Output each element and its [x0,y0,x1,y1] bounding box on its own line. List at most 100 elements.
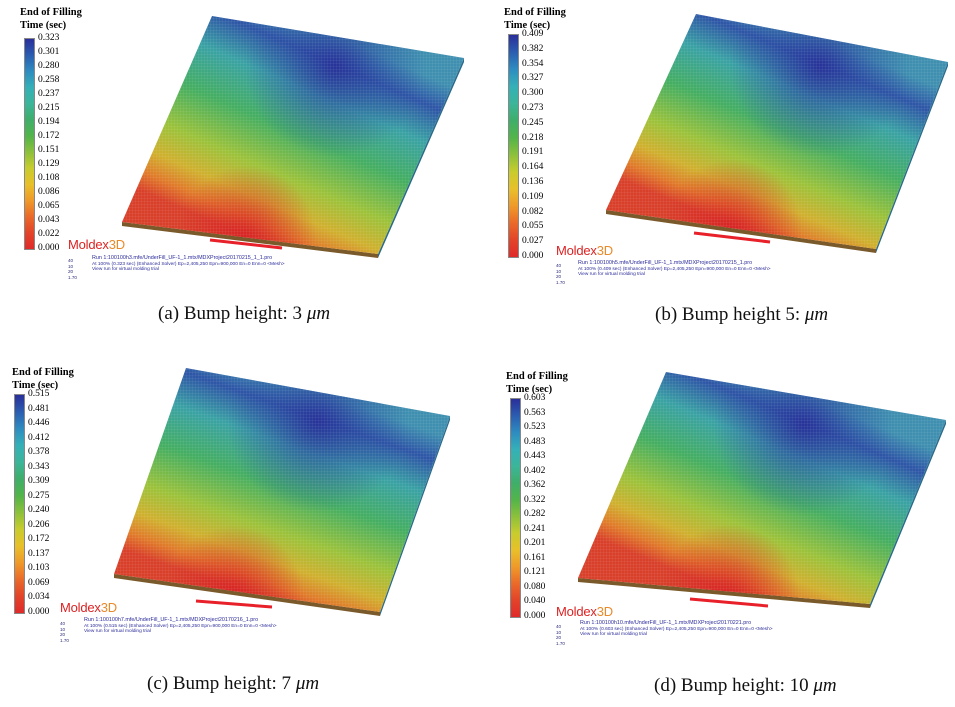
legend-tick-label: 0.218 [522,132,544,143]
gate-inlet [689,597,769,608]
info-line: At 100% (0.515 sec) (Enhanced Solver) Ep… [84,623,277,629]
legend-tick-label: 0.481 [28,403,50,414]
legend-tick-label: 0.164 [522,162,544,173]
meta-number: 40 [556,263,562,268]
run-line: Run 1:100100h7.mfe/UnderFill_UF-1_1.mtx/… [84,617,259,623]
legend-tick-label: 0.055 [522,221,544,232]
gate-inlet [693,231,771,244]
legend-tick-label: 0.515 [28,389,50,399]
logo-main: Moldex [556,604,597,619]
legend-tick-label: 0.237 [38,89,60,99]
legend-title: End of Filling [20,7,82,18]
note-line: View run for virtual molding trial [92,267,159,273]
legend-tick-label: 0.483 [524,436,546,447]
logo-suffix: 3D [108,237,125,252]
legend-tick-label: 0.108 [38,173,60,183]
legend-tick-label: 0.040 [524,596,546,607]
legend-tick-label: 0.240 [28,505,50,516]
plate-mesh [122,16,464,254]
color-scale-bar [14,394,25,614]
legend-tick-label: 0.412 [28,432,50,443]
legend-title: End of Filling [504,7,566,18]
plate-edge [114,574,380,616]
panel-caption: (d) Bump height: 10 μm [654,675,837,697]
legend-tick-label: 0.280 [38,61,60,71]
legend-tick-label: 0.082 [522,206,544,217]
meta-number: 10 [68,263,74,269]
legend-tick-label: 0.309 [28,476,50,487]
run-info: Run 1:100100h5.mfe/UnderFill_UF-1_1.mtx/… [578,260,771,278]
moldex3d-logo: Moldex3D [556,243,613,258]
meta-numbers: 40 10 20 1.70 [556,263,565,285]
moldex3d-logo: Moldex3D [68,237,125,252]
legend-tick-label: 0.137 [28,548,50,559]
note-line: View run for virtual molding trial [580,632,647,638]
legend-tick-label: 0.201 [524,538,546,549]
legend-tick-label: 0.069 [28,577,50,588]
legend-subtitle: Time (sec) [20,20,67,31]
meta-number: 1.70 [556,279,565,285]
color-scale-bar [510,398,521,618]
legend-tick-label: 0.301 [38,47,60,57]
run-info: Run 1:100100h3.mfe/UnderFill_UF-1_1.mtx/… [92,255,285,273]
plate-mesh [114,368,450,612]
legend-tick-label: 0.027 [522,236,544,247]
info-line: At 100% (0.323 sec) (Enhanced Solver) Ep… [92,261,285,267]
legend-tick-label: 0.300 [522,88,544,99]
caption-text: (d) Bump height: 10 [654,675,814,696]
panel-caption: (a) Bump height: 3 μm [158,303,330,325]
legend-tick-label: 0.603 [524,393,546,403]
color-scale-bar [508,34,519,258]
legend-tick-label: 0.109 [522,191,544,202]
gate-inlet [195,599,273,609]
legend-tick-label: 0.241 [524,523,546,534]
legend-tick-label: 0.323 [38,33,60,43]
moldex3d-logo: Moldex3D [556,604,613,619]
legend-tick-label: 0.161 [524,552,546,563]
meta-number: 40 [60,621,66,626]
legend-tick-label: 0.362 [524,480,546,491]
run-line: Run 1:100100h3.mfe/UnderFill_UF-1_1.mtx/… [92,255,273,261]
legend-tick-label: 0.191 [522,147,544,158]
plate-edge-right [876,62,948,253]
legend-tick-label: 0.043 [38,215,60,225]
legend-tick-label: 0.446 [28,418,50,429]
panel-caption: (c) Bump height: 7 μm [147,673,319,695]
caption-unit: μm [804,304,829,325]
legend-tick-label: 0.275 [28,490,50,501]
legend-tick-label: 0.322 [524,494,546,505]
legend-tick-label: 0.327 [522,73,544,84]
meta-number: 1.70 [556,640,565,646]
run-info: Run 1:100100h7.mfe/UnderFill_UF-1_1.mtx/… [84,617,277,635]
legend-tick-label: 0.245 [522,117,544,128]
legend-tick-label: 0.402 [524,465,546,476]
legend-tick-label: 0.343 [28,461,50,472]
logo-main: Moldex [556,243,597,258]
legend-tick-label: 0.354 [522,58,544,69]
note-line: View run for virtual molding trial [578,272,645,278]
logo-suffix: 3D [100,600,117,615]
legend-tick-label: 0.215 [38,103,60,113]
plate-mesh [606,14,948,249]
legend-subtitle: Time (sec) [12,380,59,391]
meta-numbers: 40 10 20 1.70 [68,258,77,280]
legend-tick-label: 0.022 [38,229,60,239]
legend-tick-label: 0.000 [38,243,60,253]
caption-unit: μm [295,673,320,694]
legend-tick-label: 0.065 [38,201,60,211]
color-scale-bar [24,38,35,250]
legend-tick-label: 0.378 [28,447,50,458]
legend-tick-label: 0.136 [522,177,544,187]
legend-tick-label: 0.000 [522,251,544,261]
meta-number: 10 [60,626,66,632]
logo-suffix: 3D [596,243,613,258]
plate-mesh [578,372,946,604]
run-info: Run 1:100100h10.mfe/UnderFill_UF-1_1.mtx… [580,620,773,638]
legend-tick-label: 0.151 [38,145,60,155]
meta-number: 20 [556,274,562,280]
legend-tick-label: 0.000 [28,607,50,617]
meta-number: 1.70 [60,637,69,643]
legend-tick-label: 0.443 [524,451,546,462]
